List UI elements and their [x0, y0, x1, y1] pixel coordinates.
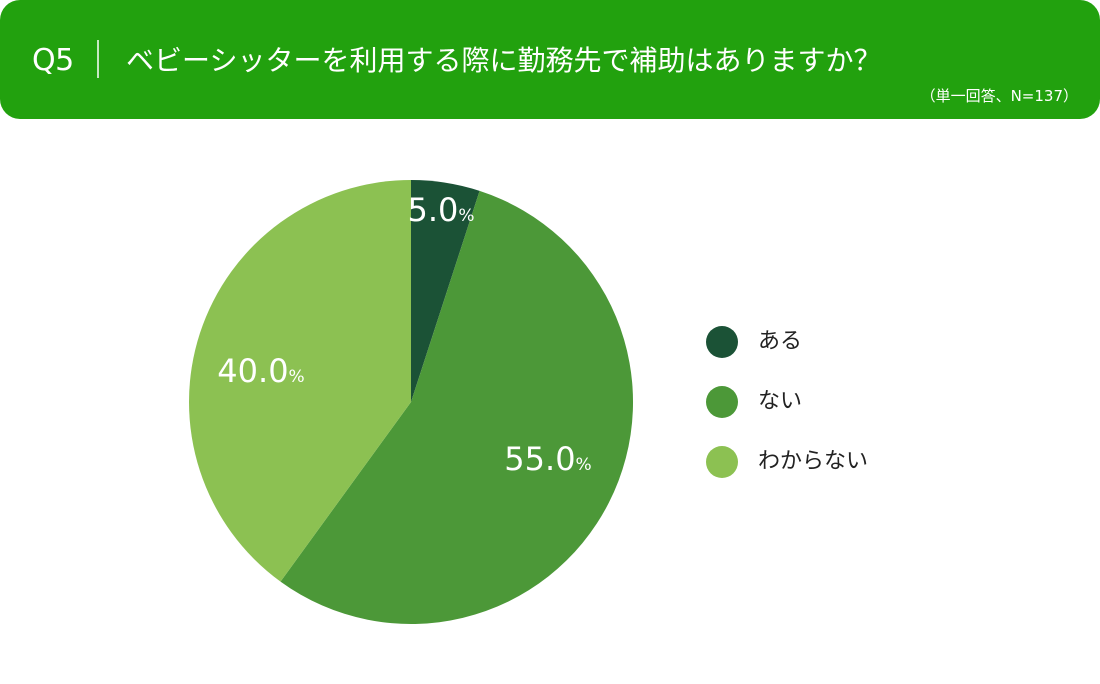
legend-label: ない: [758, 389, 803, 414]
question-title: ベビーシッターを利用する際に勤務先で補助はありますか？: [126, 44, 882, 77]
slice-value-label-2: 55.0%: [504, 440, 591, 478]
legend-item-2: ない: [706, 386, 868, 418]
pie-slice-1: [411, 180, 480, 402]
legend-swatch: [706, 446, 738, 478]
legend-swatch: [706, 386, 738, 418]
pie-slices: [189, 180, 634, 625]
pie-slice-2: [280, 190, 634, 625]
legend-label: ある: [758, 329, 803, 354]
question-number: Q5: [32, 43, 74, 78]
header-divider: [97, 40, 99, 78]
question-header: Q5 ベビーシッターを利用する際に勤務先で補助はありますか？ （単一回答、N=1…: [0, 0, 1100, 119]
legend-item-3: わからない: [706, 446, 868, 478]
legend-swatch: [706, 326, 738, 358]
pie-value-labels: 5.0% 55.0% 40.0%: [217, 191, 591, 478]
pie-slice-3: [189, 180, 411, 582]
legend-item-1: ある: [706, 326, 868, 358]
slice-value-label-3: 40.0%: [217, 352, 304, 390]
legend-label: わからない: [758, 449, 869, 474]
sample-info: （単一回答、N=137）: [920, 87, 1078, 105]
slice-value-label-1: 5.0%: [407, 191, 474, 229]
chart-legend: ある ない わからない: [706, 326, 868, 506]
